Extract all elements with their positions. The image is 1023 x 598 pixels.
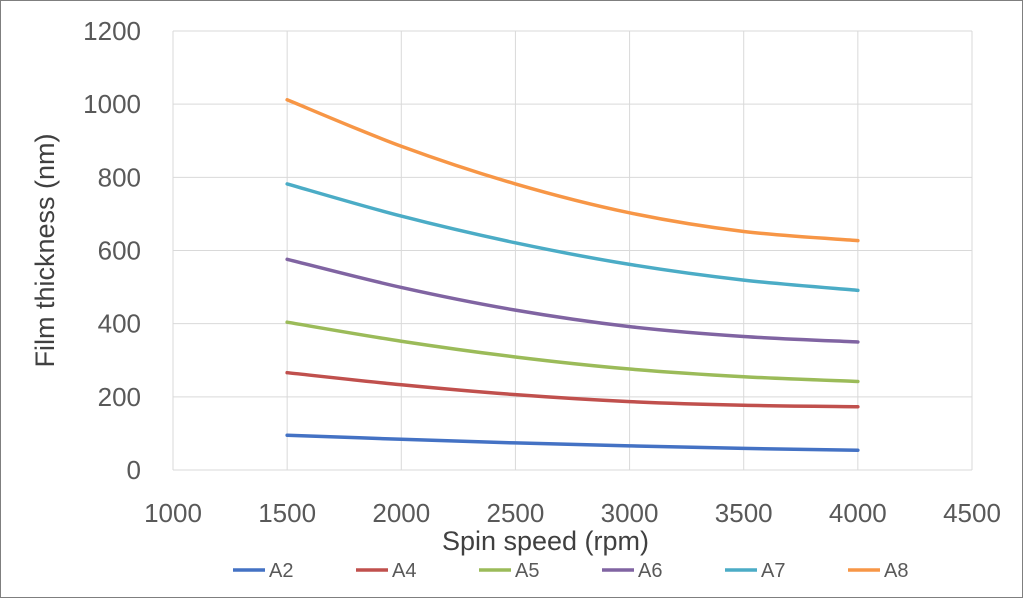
legend-label: A7 — [761, 560, 785, 582]
legend-item-a7: A7 — [725, 560, 785, 582]
x-tick-label: 1500 — [258, 498, 316, 528]
y-tick-label: 1200 — [83, 16, 141, 46]
x-tick-label: 3500 — [715, 498, 773, 528]
legend-item-a4: A4 — [356, 560, 416, 582]
legend: A2 A4 A5 A6 A7 A8 — [233, 560, 908, 582]
y-tick-label: 0 — [127, 455, 141, 485]
y-tick-label: 1000 — [83, 89, 141, 119]
legend-label: A6 — [638, 560, 662, 582]
y-axis-ticks: 0 200 400 600 800 1000 1200 — [83, 16, 141, 485]
y-tick-label: 400 — [98, 309, 141, 339]
legend-item-a8: A8 — [848, 560, 908, 582]
x-tick-label: 2500 — [487, 498, 545, 528]
legend-label: A2 — [269, 560, 293, 582]
legend-item-a2: A2 — [233, 560, 293, 582]
x-tick-label: 4000 — [829, 498, 887, 528]
series-line-a8 — [285, 98, 860, 243]
series-lines — [285, 98, 860, 452]
x-tick-label: 2000 — [372, 498, 430, 528]
y-axis-title: Film thickness (nm) — [30, 133, 60, 367]
y-tick-label: 200 — [98, 382, 141, 412]
series-line-a4 — [285, 370, 860, 409]
x-tick-label: 4500 — [943, 498, 1001, 528]
x-axis-title: Spin speed (rpm) — [442, 526, 649, 556]
x-tick-label: 1000 — [144, 498, 202, 528]
legend-label: A5 — [515, 560, 539, 582]
series-line-a2 — [285, 433, 860, 452]
legend-label: A4 — [392, 560, 416, 582]
legend-item-a5: A5 — [479, 560, 539, 582]
y-tick-label: 800 — [98, 162, 141, 192]
series-line-a7 — [285, 182, 860, 293]
grid-lines — [172, 30, 973, 471]
legend-label: A8 — [884, 560, 908, 582]
y-tick-label: 600 — [98, 236, 141, 266]
series-line-a5 — [285, 320, 860, 384]
x-tick-label: 3000 — [601, 498, 659, 528]
x-axis-ticks: 1000 1500 2000 2500 3000 3500 4000 4500 — [144, 498, 1001, 528]
legend-item-a6: A6 — [602, 560, 662, 582]
series-line-a6 — [285, 257, 860, 344]
